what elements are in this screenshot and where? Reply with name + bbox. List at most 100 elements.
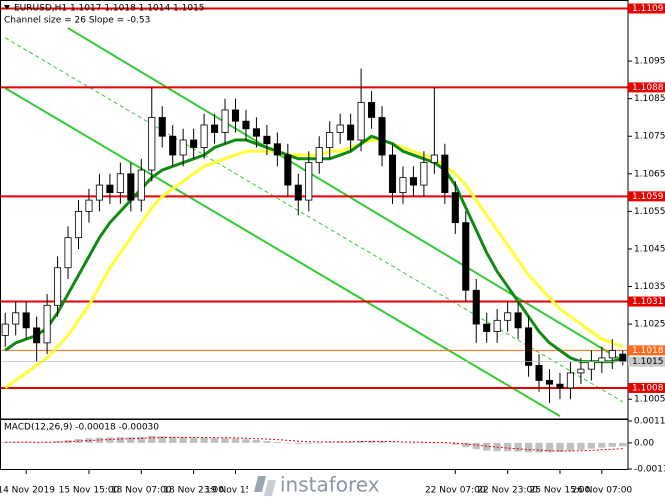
macd-bar	[148, 435, 156, 443]
macd-bar	[284, 442, 292, 444]
candle-body	[399, 177, 407, 193]
y-tick-label: 1.1025	[634, 320, 665, 330]
macd-bar	[189, 437, 198, 443]
macd-bar	[524, 442, 533, 453]
macd-bar	[221, 438, 229, 443]
macd-y-tick-label: 0.00	[634, 438, 654, 448]
candle-body	[451, 192, 459, 224]
macd-bar	[106, 437, 114, 443]
candle-body	[1, 323, 9, 336]
macd-y-tick-label: -0.00136	[634, 465, 665, 475]
candle-body	[158, 117, 166, 137]
candle-body	[577, 368, 585, 374]
macd-bar	[32, 442, 41, 444]
candle-body	[273, 143, 281, 156]
price-pane	[0, 7, 628, 417]
macd-bar	[598, 442, 606, 448]
x-tick-label: 19 Nov 15:00	[205, 486, 266, 496]
macd-bar	[462, 442, 470, 448]
candle-body	[221, 109, 229, 133]
candle-body	[336, 124, 344, 133]
macd-bar	[420, 442, 428, 444]
candle-body	[200, 124, 208, 148]
candle-body	[22, 312, 30, 329]
candle-body	[179, 139, 187, 156]
watermark-logo	[254, 476, 266, 492]
candle-body	[106, 184, 114, 193]
macd-bar	[545, 442, 554, 453]
candle-body	[148, 117, 156, 171]
macd-pane	[1, 435, 627, 453]
candle-body	[493, 319, 501, 332]
macd-bar	[64, 440, 72, 443]
candle-body	[64, 237, 72, 269]
y-tick-label: 1.1075	[634, 132, 665, 142]
price-level-box	[628, 191, 665, 202]
candle-body	[169, 135, 177, 156]
macd-bar	[441, 442, 449, 444]
candle-body	[378, 117, 386, 156]
macd-bar	[137, 436, 145, 443]
candle-body	[535, 365, 543, 381]
macd-bar	[210, 438, 219, 443]
header-arrow	[4, 5, 10, 10]
candle-body	[420, 162, 428, 186]
price-level-label: 1.1018	[632, 346, 664, 356]
trend-line	[67, 27, 624, 362]
candle-body	[326, 132, 334, 148]
macd-bar	[12, 442, 20, 443]
moving-average	[4, 138, 624, 390]
candle-body	[619, 353, 627, 363]
last-price-box	[628, 356, 665, 367]
price-level-label: 1.1088	[632, 83, 664, 93]
candle-body	[127, 173, 135, 201]
macd-bar	[231, 438, 240, 443]
candle-body	[608, 349, 616, 359]
macd-bar	[451, 442, 459, 445]
macd-bar	[85, 438, 93, 443]
candle-body	[190, 139, 198, 148]
macd-bar	[242, 439, 250, 443]
candle-body	[483, 323, 491, 332]
y-tick-label: 1.1035	[634, 282, 665, 292]
macd-bar	[158, 436, 166, 443]
price-level-box	[628, 3, 665, 14]
macd-bar	[409, 442, 418, 444]
candle-body	[514, 312, 522, 329]
x-tick-label: 18 Nov 23:00	[163, 486, 224, 496]
macd-bar	[378, 441, 386, 443]
candle-body	[33, 327, 41, 344]
candle-body	[409, 177, 417, 186]
macd-bar	[535, 442, 543, 453]
macd-bar	[336, 441, 344, 443]
macd-bar	[169, 436, 177, 443]
candle-body	[566, 372, 574, 389]
candle-body	[504, 312, 512, 321]
macd-bar	[503, 442, 512, 452]
candle-body	[252, 128, 260, 137]
macd-bar	[619, 442, 627, 447]
y-tick-label: 1.1095	[634, 57, 665, 67]
candle-body	[305, 162, 313, 201]
candle-body	[231, 109, 240, 122]
x-tick-label: 14 Nov 2019	[0, 486, 55, 496]
moving-average	[4, 134, 624, 364]
macd-bar	[577, 442, 585, 450]
candle-body	[556, 383, 564, 389]
y-tick-label: 1.1065	[634, 169, 665, 179]
y-tick-label: 1.1005	[634, 395, 665, 405]
macd-bar	[566, 442, 575, 451]
trend-line	[4, 37, 624, 403]
chart-subtitle: Channel size = 26 Slope = -0.53	[4, 16, 150, 26]
candle-body	[263, 135, 271, 145]
macd-bar	[273, 441, 282, 443]
price-level-label: 1.1008	[632, 383, 664, 393]
macd-bar	[514, 442, 522, 452]
candle-body	[388, 154, 397, 193]
candle-body	[545, 380, 554, 385]
macd-bar	[388, 442, 397, 444]
macd-bar	[263, 440, 271, 443]
